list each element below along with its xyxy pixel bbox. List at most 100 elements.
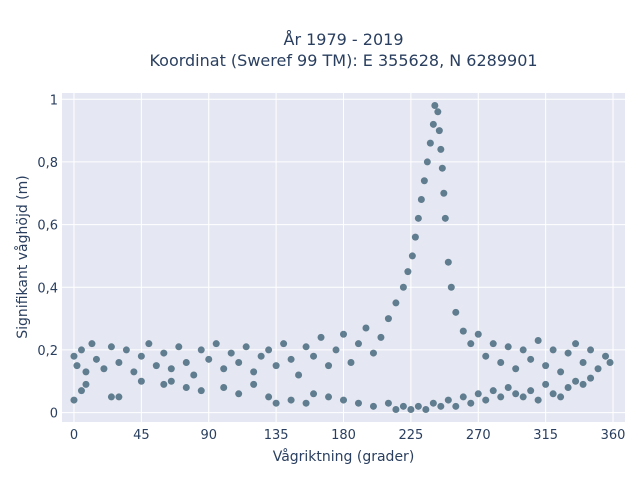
data-point [369, 402, 377, 410]
data-point [115, 358, 123, 366]
x-tick-label: 315 [533, 428, 558, 443]
data-point [347, 358, 355, 366]
data-point [272, 362, 280, 370]
data-point [404, 268, 412, 276]
data-point [287, 396, 295, 404]
data-point [354, 340, 362, 348]
x-tick-label: 45 [133, 428, 150, 443]
data-point [420, 177, 428, 185]
data-point [392, 299, 400, 307]
data-point [579, 358, 587, 366]
data-point [310, 352, 318, 360]
data-point [220, 365, 228, 373]
data-point [459, 393, 467, 401]
data-point [572, 377, 580, 385]
data-point [265, 393, 273, 401]
data-point [384, 399, 392, 407]
data-point [287, 355, 295, 363]
data-point [145, 340, 153, 348]
data-point [167, 365, 175, 373]
data-point [434, 108, 442, 116]
x-tick-label: 360 [601, 428, 626, 443]
data-point [242, 343, 250, 351]
data-point [602, 352, 610, 360]
data-point [130, 368, 138, 376]
data-point [504, 343, 512, 351]
data-point [399, 283, 407, 291]
data-point [392, 405, 400, 413]
data-point [512, 390, 520, 398]
data-point [426, 139, 434, 147]
data-point [235, 390, 243, 398]
data-point [295, 371, 303, 379]
data-point [437, 145, 445, 153]
data-point [534, 396, 542, 404]
data-point [444, 258, 452, 266]
y-tick-label: 0,4 [37, 281, 58, 296]
data-point [369, 349, 377, 357]
data-point [302, 399, 310, 407]
x-tick-label: 90 [200, 428, 217, 443]
data-point [431, 102, 439, 110]
data-point [205, 355, 213, 363]
data-point [384, 315, 392, 323]
data-point [414, 402, 422, 410]
data-point [227, 349, 235, 357]
data-point [407, 405, 415, 413]
data-point [429, 399, 437, 407]
data-point [417, 196, 425, 204]
y-tick-labels: 0 0,2 0,4 0,6 0,8 1 [37, 93, 58, 421]
data-point [482, 396, 490, 404]
data-point [549, 346, 557, 354]
data-point [399, 402, 407, 410]
data-point [422, 405, 430, 413]
data-point [340, 330, 347, 338]
data-point [212, 340, 220, 348]
data-point [564, 349, 572, 357]
data-point [152, 362, 160, 370]
data-point [175, 343, 183, 351]
data-point [489, 340, 497, 348]
data-point [362, 324, 370, 332]
data-point [160, 380, 168, 388]
data-point [557, 368, 565, 376]
x-tick-label: 180 [331, 428, 356, 443]
data-point [414, 214, 422, 222]
data-point [504, 384, 512, 392]
data-point [441, 214, 449, 222]
data-point [606, 358, 614, 366]
data-point [73, 362, 81, 370]
data-point [77, 387, 85, 395]
chart-subtitle: Koordinat (Sweref 99 TM): E 355628, N 62… [149, 51, 537, 70]
data-point [220, 384, 228, 392]
data-point [527, 355, 535, 363]
data-point [82, 368, 90, 376]
data-point [440, 189, 448, 197]
data-point [310, 390, 318, 398]
data-point [411, 233, 419, 241]
data-point [519, 393, 527, 401]
data-point [250, 368, 258, 376]
data-point [100, 365, 108, 373]
data-point [519, 346, 527, 354]
data-point [377, 333, 385, 341]
data-point [265, 346, 273, 354]
data-point [512, 365, 520, 373]
y-tick-label: 1 [50, 93, 58, 108]
data-point [107, 343, 115, 351]
data-point [542, 362, 550, 370]
data-point [594, 365, 602, 373]
data-point [467, 399, 475, 407]
chart-title: År 1979 - 2019 [284, 30, 404, 49]
data-point [317, 333, 325, 341]
data-point [280, 340, 288, 348]
data-point [340, 396, 347, 404]
x-tick-labels: 0 45 90 135 180 225 270 315 360 [70, 428, 626, 443]
data-point [88, 340, 96, 348]
y-tick-label: 0,6 [37, 219, 58, 234]
x-tick-label: 135 [264, 428, 289, 443]
data-point [467, 340, 475, 348]
data-point [354, 399, 362, 407]
data-point [167, 377, 175, 385]
